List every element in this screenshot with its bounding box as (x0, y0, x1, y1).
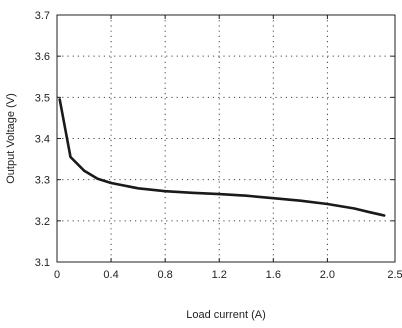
ticks (56, 14, 396, 263)
series-group (58, 98, 386, 217)
y-tick-label: 3.6 (35, 51, 50, 63)
x-tick-label: 2.5 (387, 269, 402, 281)
y-tick-label: 3.4 (35, 134, 50, 146)
y-tick-labels: 3.1 3.2 3.3 3.4 3.5 3.6 3.7 (35, 10, 50, 269)
y-tick-label: 3.5 (35, 92, 50, 104)
y-tick-label: 3.7 (35, 10, 50, 22)
x-tick-label: 2.0 (320, 269, 335, 281)
plot-frame (56, 14, 396, 263)
x-tick-label: 0.8 (158, 269, 173, 281)
y-tick-label: 3.2 (35, 216, 50, 228)
series-line (58, 98, 386, 217)
y-axis-label: Output Voltage (V) (5, 93, 17, 184)
y-tick-label: 3.1 (35, 257, 50, 269)
grid (57, 15, 395, 262)
x-tick-labels: 0 0.4 0.8 1.2 1.6 2.0 2.5 (54, 269, 402, 281)
x-tick-label: 0 (54, 269, 60, 281)
x-axis-label: Load current (A) (186, 309, 265, 321)
x-tick-label: 0.4 (103, 269, 118, 281)
x-tick-label: 1.6 (266, 269, 281, 281)
y-tick-label: 3.3 (35, 175, 50, 187)
x-tick-label: 1.2 (212, 269, 227, 281)
